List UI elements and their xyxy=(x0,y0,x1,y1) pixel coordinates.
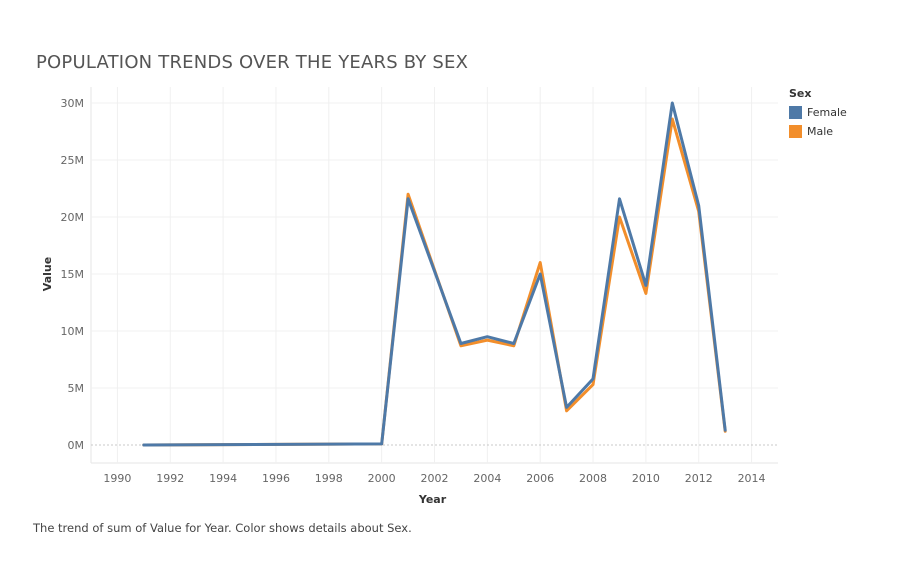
y-tick-label: 30M xyxy=(61,97,85,110)
chart-title: POPULATION TRENDS OVER THE YEARS BY SEX xyxy=(36,52,469,73)
x-tick-label: 1994 xyxy=(209,472,237,485)
legend-label-male: Male xyxy=(807,125,834,138)
x-tick-label: 1990 xyxy=(103,472,131,485)
x-axis-title: Year xyxy=(418,493,447,506)
male-swatch xyxy=(789,125,802,138)
legend: Sex Female Male xyxy=(789,87,847,141)
y-tick-label: 20M xyxy=(61,211,85,224)
female-swatch xyxy=(789,106,802,119)
x-tick-label: 2010 xyxy=(632,472,660,485)
x-tick-label: 2014 xyxy=(738,472,766,485)
y-tick-label: 0M xyxy=(68,439,85,452)
x-tick-label: 2000 xyxy=(368,472,396,485)
x-tick-label: 1998 xyxy=(315,472,343,485)
x-tick-label: 2002 xyxy=(421,472,449,485)
x-tick-label: 2012 xyxy=(685,472,713,485)
y-tick-label: 15M xyxy=(61,268,85,281)
x-tick-label: 2008 xyxy=(579,472,607,485)
chart-caption: The trend of sum of Value for Year. Colo… xyxy=(33,521,412,535)
x-tick-label: 2004 xyxy=(473,472,501,485)
series-line-female xyxy=(142,101,727,447)
y-tick-label: 10M xyxy=(61,325,85,338)
y-axis-title: Value xyxy=(41,257,54,291)
legend-item-female[interactable]: Female xyxy=(789,103,847,122)
legend-item-male[interactable]: Male xyxy=(789,122,847,141)
x-tick-label: 1996 xyxy=(262,472,290,485)
y-tick-label: 25M xyxy=(61,154,85,167)
legend-title: Sex xyxy=(789,87,812,100)
x-tick-label: 1992 xyxy=(156,472,184,485)
x-tick-label: 2006 xyxy=(526,472,554,485)
legend-label-female: Female xyxy=(807,106,847,119)
y-tick-label: 5M xyxy=(68,382,85,395)
